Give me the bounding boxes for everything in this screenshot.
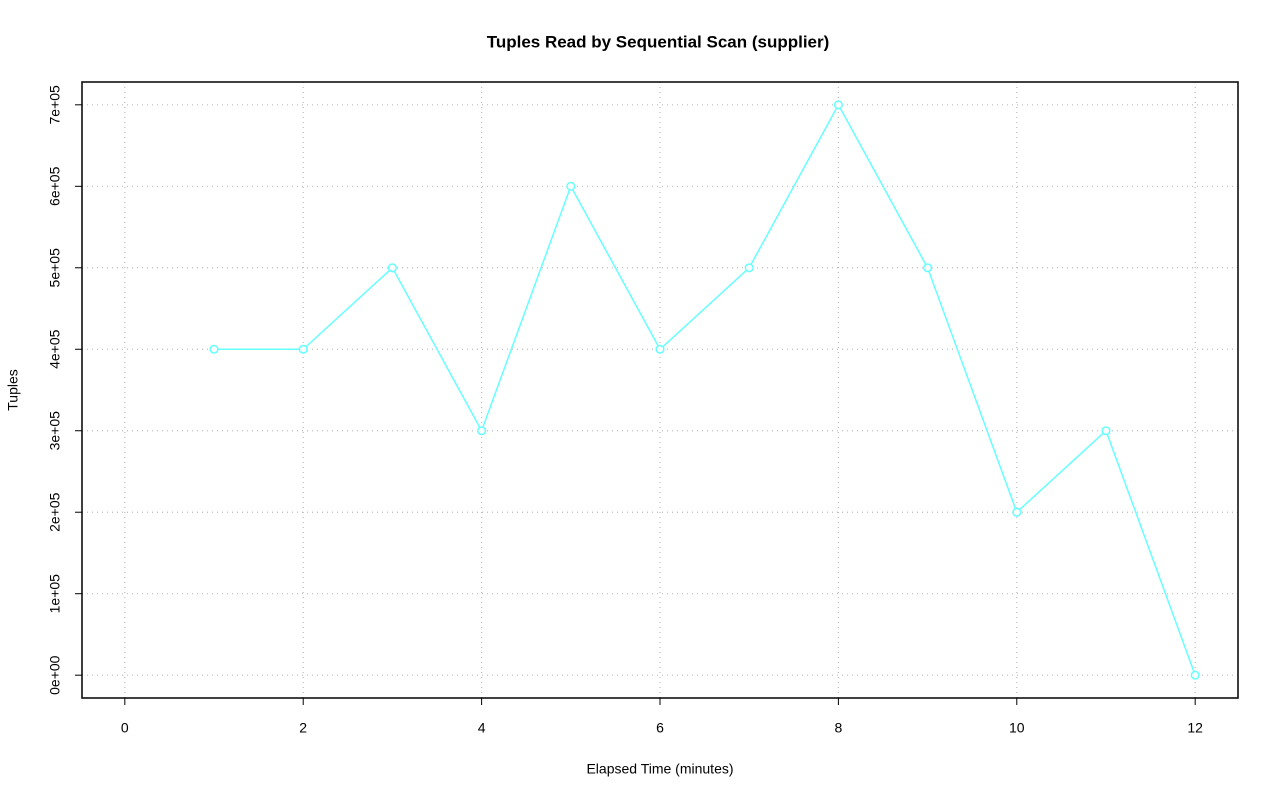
data-point	[1190, 670, 1200, 680]
y-tick-label: 6e+05	[47, 166, 63, 206]
data-point	[655, 344, 665, 354]
y-tick-label: 0e+00	[47, 655, 63, 695]
data-point	[1101, 426, 1111, 436]
chart-title: Tuples Read by Sequential Scan (supplier…	[487, 32, 830, 51]
data-point	[923, 263, 933, 273]
data-point	[387, 263, 397, 273]
y-axis-title: Tuples	[5, 369, 21, 411]
x-tick-label: 2	[299, 720, 307, 736]
x-tick-label: 6	[656, 720, 664, 736]
data-point	[1012, 507, 1022, 517]
x-tick-label: 10	[1009, 720, 1025, 736]
y-tick-label: 4e+05	[47, 329, 63, 369]
y-tick-label: 2e+05	[47, 492, 63, 532]
x-tick-label: 12	[1187, 720, 1203, 736]
x-tick-label: 4	[478, 720, 486, 736]
data-point	[566, 181, 576, 191]
data-point	[833, 100, 843, 110]
y-tick-label: 3e+05	[47, 411, 63, 451]
data-point	[744, 263, 754, 273]
data-point	[477, 426, 487, 436]
x-tick-label: 0	[121, 720, 129, 736]
y-tick-label: 5e+05	[47, 248, 63, 288]
data-point	[298, 344, 308, 354]
plot-frame	[81, 81, 1239, 699]
x-tick-label: 8	[834, 720, 842, 736]
series-line	[214, 103, 1196, 676]
x-axis-title: Elapsed Time (minutes)	[586, 761, 733, 777]
data-point	[209, 344, 219, 354]
y-tick-label: 7e+05	[47, 85, 63, 125]
y-tick-label: 1e+05	[47, 574, 63, 614]
